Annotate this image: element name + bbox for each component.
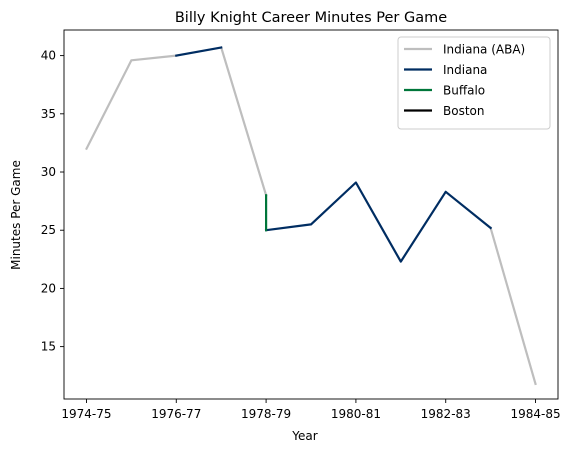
legend-label: Buffalo (443, 84, 485, 98)
series-line-1-segment-0 (175, 46, 223, 57)
x-axis-label: Year (291, 429, 317, 443)
y-tick-label: 20 (41, 281, 56, 295)
legend-label: Indiana (ABA) (443, 43, 525, 57)
x-tick-label: 1984-85 (510, 407, 560, 421)
legend-box (397, 36, 551, 130)
plot-lines (85, 46, 537, 386)
y-tick-label: 30 (41, 165, 56, 179)
x-tick-label: 1976-77 (151, 407, 201, 421)
x-tick-label: 1982-83 (421, 407, 471, 421)
chart-title: Billy Knight Career Minutes Per Game (175, 10, 447, 26)
x-tick-label: 1980-81 (331, 407, 381, 421)
series-line-0-segment-1 (219, 46, 268, 197)
y-tick-label: 40 (41, 49, 56, 63)
y-axis: 15 20 25 30 35 40 (41, 49, 64, 354)
legend-label: Boston (443, 104, 484, 118)
y-tick-label: 35 (41, 107, 56, 121)
legend: Indiana (ABA) Indiana Buffalo Boston (397, 36, 551, 130)
y-tick-label: 25 (41, 223, 56, 237)
x-tick-label: 1974-75 (61, 407, 111, 421)
y-tick-label: 15 (41, 340, 56, 354)
x-tick-label: 1978-79 (241, 407, 291, 421)
plot-frame (63, 29, 559, 400)
legend-label: Indiana (443, 63, 487, 77)
y-axis-label: Minutes Per Game (9, 160, 23, 270)
series-line-0-segment-2 (489, 226, 537, 386)
x-axis: 1974-75 1976-77 1978-79 1980-81 1982-83 1984-… (61, 399, 561, 421)
series-line-0-segment-0 (85, 54, 178, 151)
series-line-1-segment-1 (264, 181, 493, 263)
